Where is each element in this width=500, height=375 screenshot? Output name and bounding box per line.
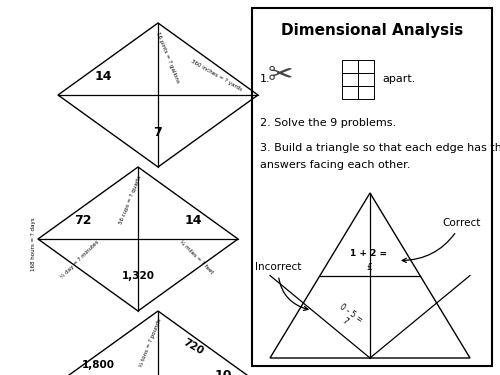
Text: Dimensional Analysis: Dimensional Analysis — [281, 22, 463, 38]
Text: 1,320: 1,320 — [122, 272, 154, 282]
Text: ½ day = ? minutes: ½ day = ? minutes — [60, 239, 100, 280]
Text: Correct: Correct — [402, 219, 480, 262]
Text: 10: 10 — [214, 369, 232, 375]
Text: ¼ tons = ? pounds: ¼ tons = ? pounds — [138, 318, 162, 369]
Text: ¼ miles = ? feet: ¼ miles = ? feet — [178, 239, 214, 275]
Text: 1.: 1. — [260, 75, 270, 84]
Bar — [252, 8, 492, 366]
Text: ✂: ✂ — [267, 62, 293, 90]
Text: apart.: apart. — [382, 75, 416, 84]
Text: 168 hours = ? days: 168 hours = ? days — [30, 217, 36, 271]
Text: Incorrect: Incorrect — [255, 262, 308, 310]
Text: 1 + 2 =: 1 + 2 = — [350, 249, 388, 258]
Bar — [358, 60, 374, 73]
Text: 72: 72 — [74, 214, 92, 228]
Text: 0 - 5 =
7: 0 - 5 = 7 — [332, 302, 364, 333]
Text: £: £ — [366, 263, 372, 272]
Bar — [342, 73, 358, 86]
Text: 720: 720 — [181, 337, 205, 357]
Text: answers facing each other.: answers facing each other. — [260, 160, 410, 170]
Bar — [358, 86, 374, 99]
Bar — [342, 86, 358, 99]
Text: 7: 7 — [154, 126, 162, 139]
Bar — [342, 60, 358, 73]
Text: 14: 14 — [184, 214, 202, 228]
Text: 16 pints = ? gallons: 16 pints = ? gallons — [156, 31, 180, 84]
Text: 56 cups = ? quarts: 56 cups = ? quarts — [118, 174, 142, 225]
Text: 2. Solve the 9 problems.: 2. Solve the 9 problems. — [260, 118, 396, 128]
Text: 14: 14 — [94, 70, 112, 84]
Text: 1,800: 1,800 — [82, 360, 114, 370]
Text: 3. Build a triangle so that each edge has the same: 3. Build a triangle so that each edge ha… — [260, 143, 500, 153]
Text: 360 inches = ? yards: 360 inches = ? yards — [190, 58, 242, 92]
Bar — [358, 73, 374, 86]
